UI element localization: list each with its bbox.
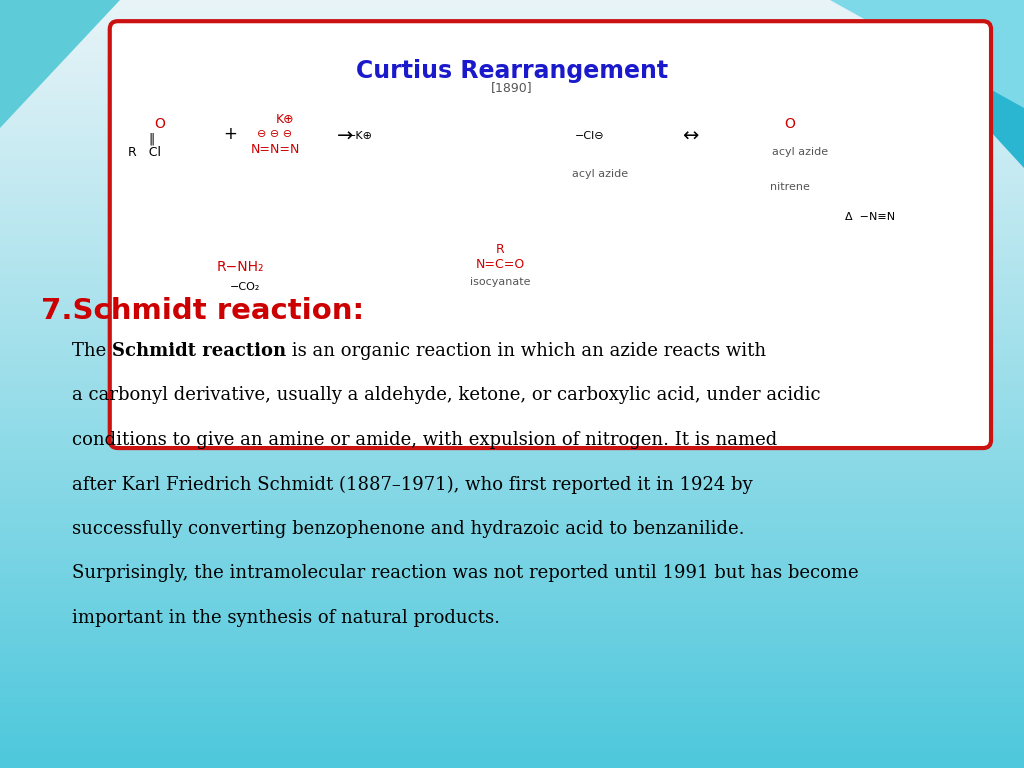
Text: Surprisingly, the intramolecular reaction was not reported until 1991 but has be: Surprisingly, the intramolecular reactio… (72, 564, 858, 582)
Text: ‖: ‖ (148, 133, 155, 146)
Text: acyl azide: acyl azide (772, 147, 828, 157)
Text: −K⊕: −K⊕ (347, 131, 373, 141)
Text: 7.Schmidt reaction:: 7.Schmidt reaction: (41, 297, 365, 325)
Text: acyl azide: acyl azide (572, 169, 628, 179)
Text: [1890]: [1890] (492, 81, 532, 94)
Text: −CO₂: −CO₂ (229, 282, 260, 292)
Text: →: → (337, 127, 353, 146)
Polygon shape (0, 0, 120, 128)
Text: Δ  −N≡N: Δ −N≡N (845, 212, 895, 222)
Text: −Cl⊖: −Cl⊖ (575, 131, 605, 141)
Text: O: O (155, 118, 166, 131)
Text: successfully converting benzophenone and hydrazoic acid to benzanilide.: successfully converting benzophenone and… (72, 520, 744, 538)
Text: R   Cl: R Cl (128, 146, 162, 159)
Text: +: + (223, 125, 237, 143)
FancyBboxPatch shape (110, 22, 991, 448)
Text: after Karl Friedrich Schmidt (1887–1971), who first reported it in 1924 by: after Karl Friedrich Schmidt (1887–1971)… (72, 475, 753, 494)
Text: nitrene: nitrene (770, 182, 810, 192)
Text: isocyanate: isocyanate (470, 277, 530, 287)
Text: K⊕: K⊕ (275, 113, 294, 126)
Text: O: O (784, 118, 796, 131)
Text: The: The (72, 342, 112, 359)
Text: important in the synthesis of natural products.: important in the synthesis of natural pr… (72, 609, 500, 627)
Text: is an organic reaction in which an azide reacts with: is an organic reaction in which an azide… (286, 342, 766, 359)
Text: ↔: ↔ (682, 127, 698, 146)
Text: R
N=C=O: R N=C=O (475, 243, 524, 271)
Text: conditions to give an amine or amide, with expulsion of nitrogen. It is named: conditions to give an amine or amide, wi… (72, 431, 777, 449)
Text: ⊖ ⊖ ⊖: ⊖ ⊖ ⊖ (257, 129, 293, 139)
Text: Schmidt reaction: Schmidt reaction (112, 342, 286, 359)
Text: a carbonyl derivative, usually a aldehyde, ketone, or carboxylic acid, under aci: a carbonyl derivative, usually a aldehyd… (72, 386, 820, 404)
Polygon shape (700, 0, 1024, 168)
Polygon shape (830, 0, 1024, 108)
Text: Curtius Rearrangement: Curtius Rearrangement (356, 59, 668, 83)
Text: N=N=N: N=N=N (250, 143, 300, 156)
Text: R−NH₂: R−NH₂ (216, 260, 264, 274)
